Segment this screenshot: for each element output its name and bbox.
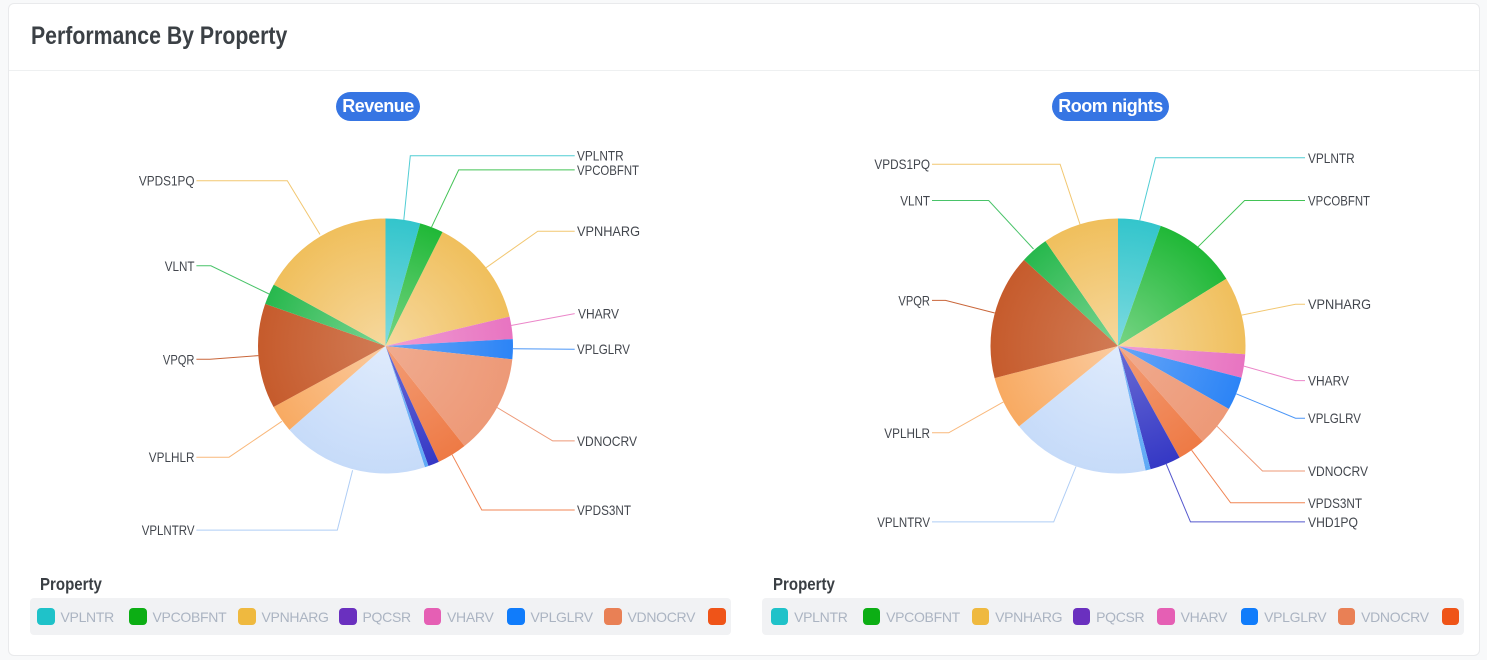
svg-text:VHD1PQ: VHD1PQ xyxy=(1308,514,1358,530)
svg-text:VPNHARG: VPNHARG xyxy=(577,223,640,239)
svg-text:VPDS1PQ: VPDS1PQ xyxy=(139,173,195,189)
svg-text:VPQR: VPQR xyxy=(898,292,930,308)
svg-text:VPLHLR: VPLHLR xyxy=(149,449,195,465)
svg-text:VDNOCRV: VDNOCRV xyxy=(577,433,638,449)
svg-text:VPQR: VPQR xyxy=(163,351,195,367)
svg-text:VPCOBFNT: VPCOBFNT xyxy=(1308,193,1370,209)
svg-text:VDNOCRV: VDNOCRV xyxy=(1308,463,1369,479)
svg-text:VLNT: VLNT xyxy=(165,258,195,274)
svg-text:VPDS1PQ: VPDS1PQ xyxy=(874,156,930,172)
svg-text:VPNHARG: VPNHARG xyxy=(1308,296,1371,312)
svg-text:VHARV: VHARV xyxy=(1308,373,1350,389)
svg-text:VPLHLR: VPLHLR xyxy=(884,425,930,441)
svg-text:VPLGLRV: VPLGLRV xyxy=(577,341,631,357)
svg-text:VPLNTR: VPLNTR xyxy=(577,148,624,164)
svg-text:VPDS3NT: VPDS3NT xyxy=(1308,495,1362,511)
svg-text:VHARV: VHARV xyxy=(578,306,620,322)
svg-text:VPLNTRV: VPLNTRV xyxy=(877,514,930,530)
svg-text:VPLGLRV: VPLGLRV xyxy=(1308,410,1362,426)
svg-text:VPLNTR: VPLNTR xyxy=(1308,150,1355,166)
svg-text:VPDS3NT: VPDS3NT xyxy=(577,502,631,518)
svg-text:VPCOBFNT: VPCOBFNT xyxy=(577,162,639,178)
svg-text:VLNT: VLNT xyxy=(900,193,930,209)
svg-text:VPLNTRV: VPLNTRV xyxy=(142,522,195,538)
